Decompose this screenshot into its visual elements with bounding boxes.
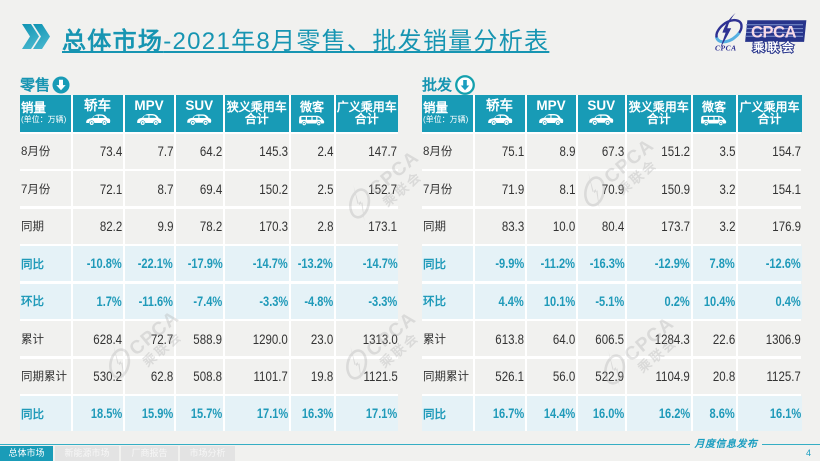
svg-text:CPCA: CPCA xyxy=(751,24,797,42)
svg-text:CPCA: CPCA xyxy=(715,44,737,53)
svg-text:乘联会: 乘联会 xyxy=(752,40,797,54)
